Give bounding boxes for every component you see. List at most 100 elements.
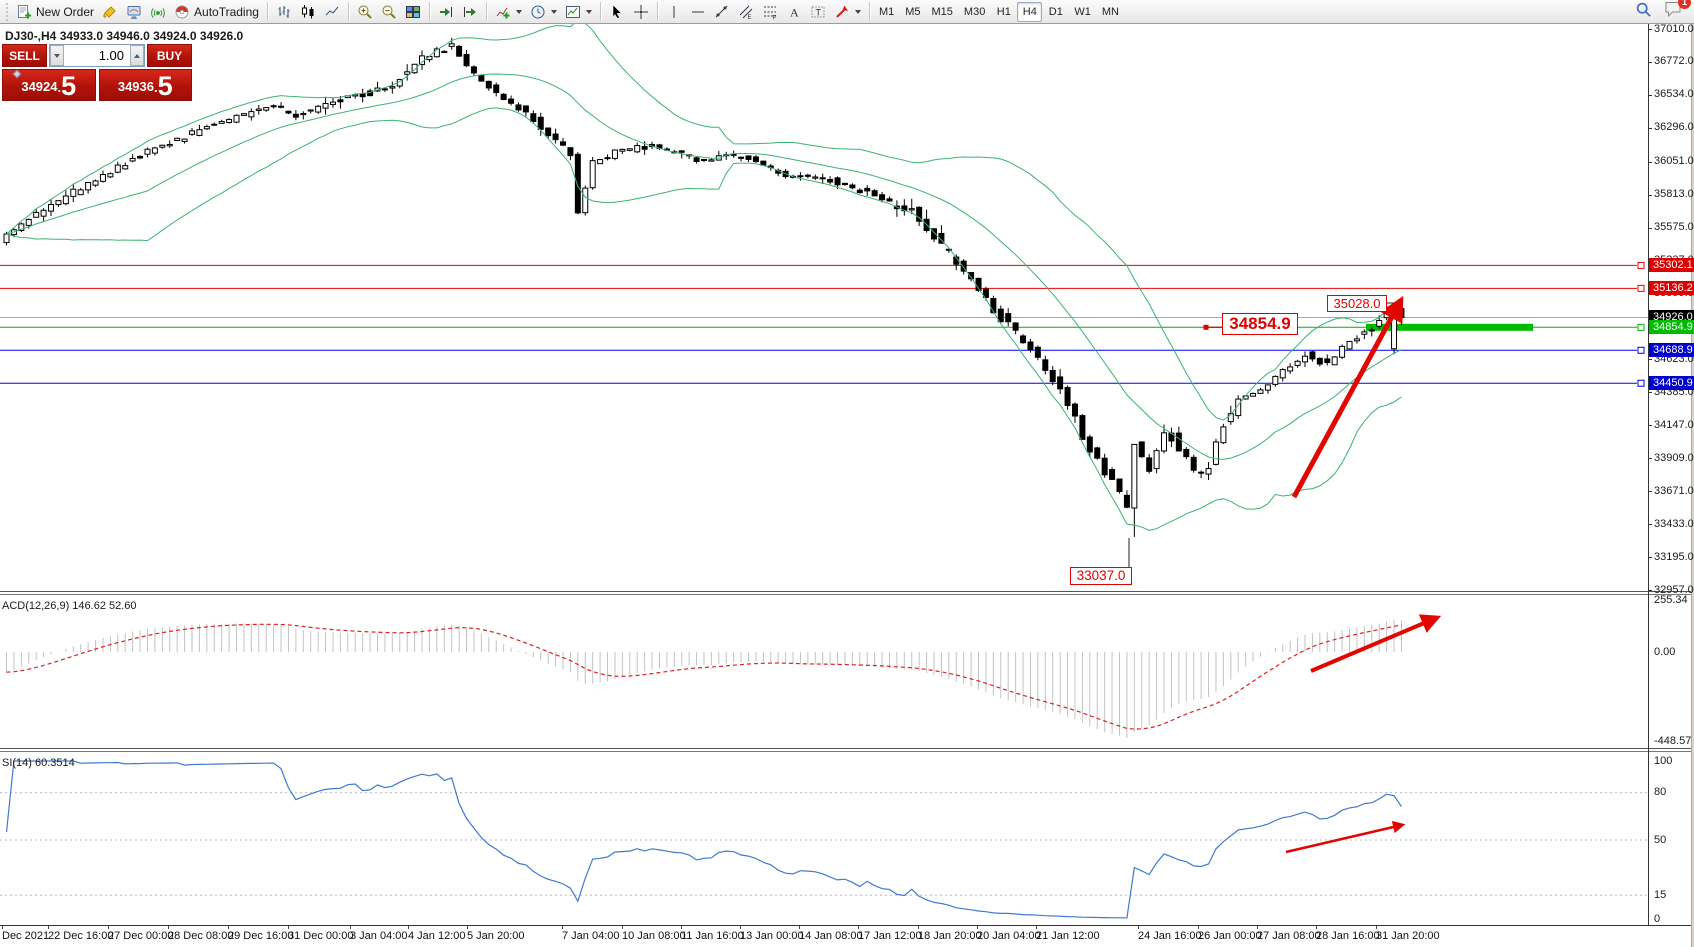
indicators-button[interactable] [491,1,526,22]
horizontal-line-tool[interactable] [686,1,710,22]
macd-axis-label: -448.57 [1654,735,1692,748]
time-tick-label: 27 Jan 08:00 [1257,930,1321,942]
price-tick [1648,227,1652,229]
zoom-in-button[interactable] [353,1,377,22]
timeframe-h1[interactable]: H1 [996,5,1011,18]
auto-scroll-button[interactable] [434,1,458,22]
new-order-icon [18,4,31,18]
toolbar-separator [347,2,349,21]
trendline-icon [715,5,728,17]
timeframe-m1[interactable]: M1 [878,5,895,18]
rsi-pane[interactable] [0,753,1648,923]
zoom-out-button[interactable] [377,1,401,22]
svg-text:T: T [815,7,821,17]
time-tick [2,926,3,929]
time-tick-label: 31 Jan 20:00 [1376,930,1440,942]
notifications-button[interactable]: 1 [1664,0,1691,22]
timeframe-m15[interactable]: M15 [931,5,953,18]
candlestick-chart-button[interactable] [296,1,320,22]
buy-button[interactable]: BUY [147,44,192,67]
autotrading-icon [175,5,189,18]
autotrading-button[interactable]: AutoTrading [170,1,263,22]
volume-up-button[interactable] [130,45,144,66]
main-chart-pane[interactable] [0,24,1648,591]
styler-button[interactable] [98,1,122,22]
volume-down-button[interactable] [50,45,64,66]
trendline-tool[interactable] [710,1,734,22]
timeframe-w1[interactable]: W1 [1074,5,1091,18]
timeframe-m5[interactable]: M5 [905,5,921,18]
search-button[interactable] [1635,1,1652,23]
time-axis[interactable]: Dec 2021 22 Dec 16:00 27 Dec 00:00 28 Dec 0… [0,926,1694,946]
fibonacci-tool[interactable]: F [758,1,782,22]
price-tick-label: 37010.0 [1654,22,1694,35]
chart-shift-button[interactable] [458,1,482,22]
timeframe-d1[interactable]: D1 [1048,5,1063,18]
zoom-out-icon [382,5,396,19]
chevron-down-icon [550,9,557,14]
toolbar-separator [656,2,658,21]
timeframe-m30[interactable]: M30 [963,5,986,18]
horizontal-line-icon [691,11,704,12]
periods-button[interactable] [526,1,561,22]
sell-price-dec: 5 [61,71,77,101]
time-tick [681,926,682,929]
channel-tool[interactable]: E [734,1,758,22]
rsi-axis-label: 15 [1654,888,1667,901]
time-tick-label: 21 Jan 12:00 [1036,930,1100,942]
notification-badge: 1 [1678,0,1691,9]
publisher-button[interactable] [122,1,146,22]
arrows-tool[interactable] [830,1,865,22]
new-order-button[interactable]: New Order [12,1,98,22]
buy-price-int: 34936 [117,79,154,94]
time-tick [467,926,468,929]
price-annotation[interactable]: 34854.9 [1222,313,1298,335]
buy-price[interactable]: 34936. 5 [98,69,192,101]
crosshair-button[interactable] [629,1,653,22]
bar-chart-button[interactable] [272,1,296,22]
chevron-down-icon [515,9,522,14]
price-level-badge: 34854.9 [1649,320,1694,335]
time-tick-label: 13 Jan 00:00 [740,930,804,942]
chevron-down-icon [854,9,861,14]
line-chart-button[interactable] [320,1,344,22]
templates-button[interactable] [561,1,596,22]
time-tick [918,926,919,929]
time-axis-line [0,925,1694,926]
paint-bucket-icon [103,5,116,18]
tile-windows-button[interactable] [401,1,425,22]
macd-pane[interactable] [0,595,1648,747]
toolbar: New Order AutoTrading [0,0,1694,24]
candlestick-chart-icon [301,4,314,18]
price-tick-label: 36051.0 [1654,155,1694,168]
line-chart-icon [325,6,339,15]
vertical-line-tool[interactable] [662,1,686,22]
signals-button[interactable] [146,1,170,22]
pane-divider[interactable] [0,748,1694,752]
sell-price[interactable]: 34924. 5 [2,69,96,101]
timeframe-mn[interactable]: MN [1101,5,1119,18]
sell-button[interactable]: SELL [2,44,47,67]
timeframe-group: M1 M5 M15 M30 H1 H4 D1 W1 MN [874,1,1124,22]
time-tick [1036,926,1037,929]
publisher-icon [127,5,141,19]
pane-divider[interactable] [0,591,1694,595]
time-tick-label: 28 Jan 16:00 [1316,930,1380,942]
text-tool[interactable]: A [782,1,806,22]
price-annotation[interactable]: 35028.0 [1327,295,1387,312]
label-tool[interactable]: T [806,1,830,22]
price-annotation[interactable]: 33037.0 [1070,567,1132,585]
time-tick-label: 20 Jan 04:00 [977,930,1041,942]
volume-input[interactable] [64,45,130,66]
price-tick-label: 33433.0 [1654,517,1694,530]
rsi-axis-label: 0 [1654,912,1661,925]
price-tick-label: 33671.0 [1654,484,1694,497]
timeframe-h4[interactable]: H4 [1017,1,1043,22]
time-tick-label: 11 Jan 16:00 [681,930,744,942]
time-tick [977,926,978,929]
svg-text:A: A [790,5,799,19]
chevron-down-icon [585,9,592,14]
cursor-button[interactable] [605,1,629,22]
window-edge [1691,24,1694,947]
